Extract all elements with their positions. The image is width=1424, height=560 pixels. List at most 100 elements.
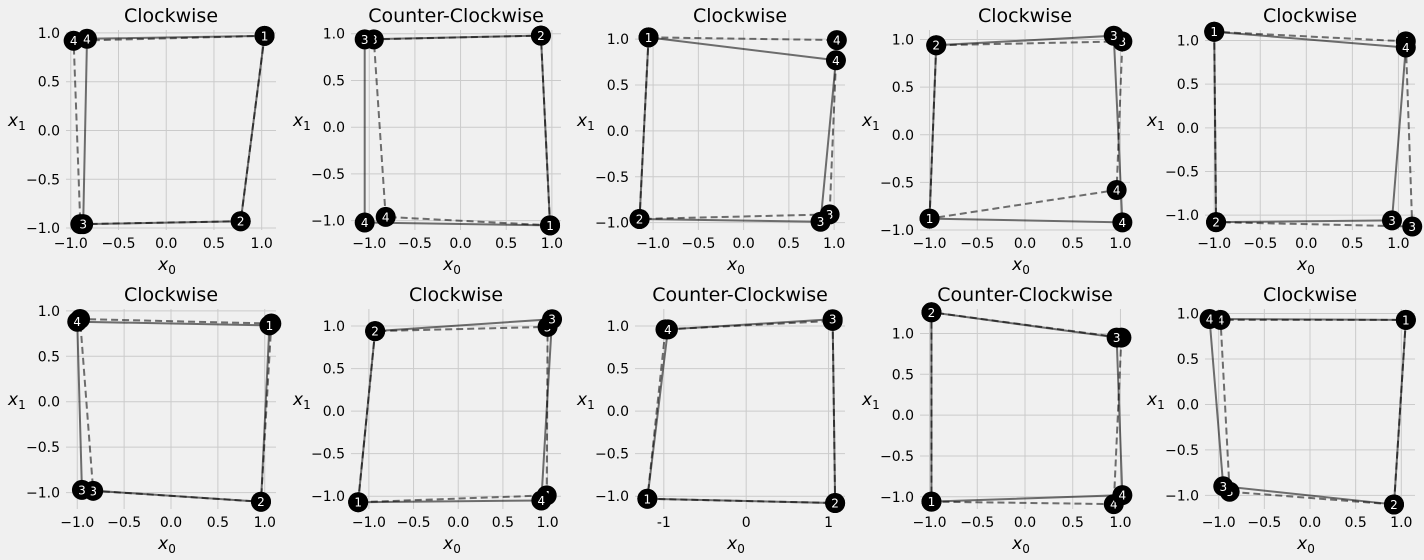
y-tick-label: −1.0 xyxy=(880,223,914,239)
dashed-series-line xyxy=(78,317,273,503)
y-axis-label: x1 xyxy=(861,111,880,133)
corner-marker-label: 3 xyxy=(544,320,552,334)
corner-marker xyxy=(825,493,846,514)
corner-marker xyxy=(1402,216,1423,237)
corner-marker-label: 2 xyxy=(371,325,379,339)
y-tick-label: −0.5 xyxy=(1165,443,1199,459)
x-tick-label: 0.0 xyxy=(1014,236,1036,252)
corner-marker-label: 2 xyxy=(831,497,839,511)
corner-marker xyxy=(1204,21,1225,42)
corner-marker-label: 2 xyxy=(1212,216,1220,230)
corner-marker-label: 3 xyxy=(1226,485,1234,499)
corner-marker-label: 4 xyxy=(1113,184,1121,198)
y-axis-label: x1 xyxy=(1146,111,1165,133)
corner-marker-label: 1 xyxy=(928,495,936,509)
y-tick-label: −0.5 xyxy=(880,449,914,465)
corner-marker xyxy=(251,491,271,512)
corner-marker-label: 2 xyxy=(537,29,545,43)
x-tick-label: 0.0 xyxy=(449,236,471,252)
corner-marker xyxy=(348,492,369,513)
corner-marker xyxy=(254,25,275,46)
corner-marker xyxy=(825,50,846,71)
corner-marker xyxy=(230,211,251,232)
y-tick-label: −0.5 xyxy=(595,170,629,186)
corner-marker xyxy=(822,309,843,330)
chart-title: Clockwise xyxy=(124,284,218,306)
corner-marker-label: 1 xyxy=(354,496,362,510)
y-axis-label: x1 xyxy=(7,111,26,133)
corner-marker-label: 4 xyxy=(70,34,78,48)
y-tick-label: 0.0 xyxy=(323,120,345,136)
x-tick-label: 0.5 xyxy=(203,236,225,252)
corner-marker xyxy=(919,208,940,229)
corner-marker-label: 4 xyxy=(382,210,390,224)
x-axis-label: x0 xyxy=(726,255,745,277)
corner-marker xyxy=(537,316,558,337)
corner-marker-label: 1 xyxy=(645,31,653,45)
chart-title: Counter-Clockwise xyxy=(937,284,1113,306)
solid-series-line xyxy=(930,311,1124,503)
y-axis-label: x1 xyxy=(861,390,880,412)
corner-marker-label: 4 xyxy=(76,313,84,327)
corner-marker xyxy=(826,30,847,51)
y-tick-label: 0.5 xyxy=(607,362,629,378)
corner-marker xyxy=(542,309,563,330)
corner-marker-label: 2 xyxy=(257,495,265,509)
corner-marker xyxy=(819,204,840,225)
x-axis-label: x0 xyxy=(157,255,176,277)
corner-marker-label: 2 xyxy=(636,212,644,226)
y-tick-label: 0.0 xyxy=(38,395,60,411)
corner-marker-label: 3 xyxy=(826,208,834,222)
corner-marker-label: 1 xyxy=(926,212,934,226)
y-tick-label: 0.5 xyxy=(892,367,914,383)
x-axis-label: x0 xyxy=(1011,255,1030,277)
x-tick-label: 0.5 xyxy=(492,515,514,531)
chart-title: Clockwise xyxy=(693,5,787,27)
corner-marker xyxy=(926,35,947,56)
x-tick-label: 1.0 xyxy=(541,236,563,252)
corner-marker xyxy=(67,311,88,332)
dashed-series-line xyxy=(638,36,838,221)
y-tick-label: 0.5 xyxy=(38,75,60,91)
corner-marker-label: 4 xyxy=(1119,489,1127,503)
y-tick-label: 1.0 xyxy=(323,27,345,43)
y-tick-label: −1.0 xyxy=(1165,208,1199,224)
x-tick-label: −0.5 xyxy=(1243,236,1277,252)
corner-marker-label: 3 xyxy=(79,218,87,232)
y-tick-label: −1.0 xyxy=(595,216,629,232)
chart-title: Clockwise xyxy=(1263,284,1357,306)
corner-marker xyxy=(655,319,676,340)
x-axis-label: x0 xyxy=(157,534,176,556)
corner-marker xyxy=(73,214,94,235)
corner-marker xyxy=(1206,212,1227,233)
corner-marker-label: 1 xyxy=(1402,313,1410,327)
corner-marker xyxy=(63,30,84,51)
corner-marker xyxy=(70,214,91,235)
corner-marker xyxy=(77,28,97,49)
corner-marker xyxy=(1210,309,1231,330)
corner-marker xyxy=(71,479,92,500)
corner-marker-label: 4 xyxy=(1217,313,1225,327)
dashed-series-line xyxy=(72,34,266,226)
corner-marker xyxy=(810,211,831,232)
corner-marker-label: 4 xyxy=(1206,313,1214,327)
solid-series-line xyxy=(76,320,271,503)
chart-title: Counter-Clockwise xyxy=(652,284,828,306)
x-tick-label: −0.5 xyxy=(107,515,141,531)
corner-marker xyxy=(637,488,658,509)
corner-marker xyxy=(1384,494,1404,515)
x-tick-label: −1.0 xyxy=(352,236,386,252)
corner-marker-label: 2 xyxy=(257,495,265,509)
corner-marker-label: 2 xyxy=(1212,216,1220,230)
corner-marker-label: 1 xyxy=(645,31,653,45)
x-tick-label: −1.0 xyxy=(913,515,947,531)
solid-series-line xyxy=(646,318,837,505)
corner-marker-label: 3 xyxy=(1110,29,1118,43)
x-tick-label: 1 xyxy=(824,515,833,531)
corner-marker xyxy=(1103,494,1124,515)
corner-marker xyxy=(354,29,375,50)
corner-marker-label: 2 xyxy=(371,325,379,339)
corner-marker-label: 2 xyxy=(237,215,245,229)
